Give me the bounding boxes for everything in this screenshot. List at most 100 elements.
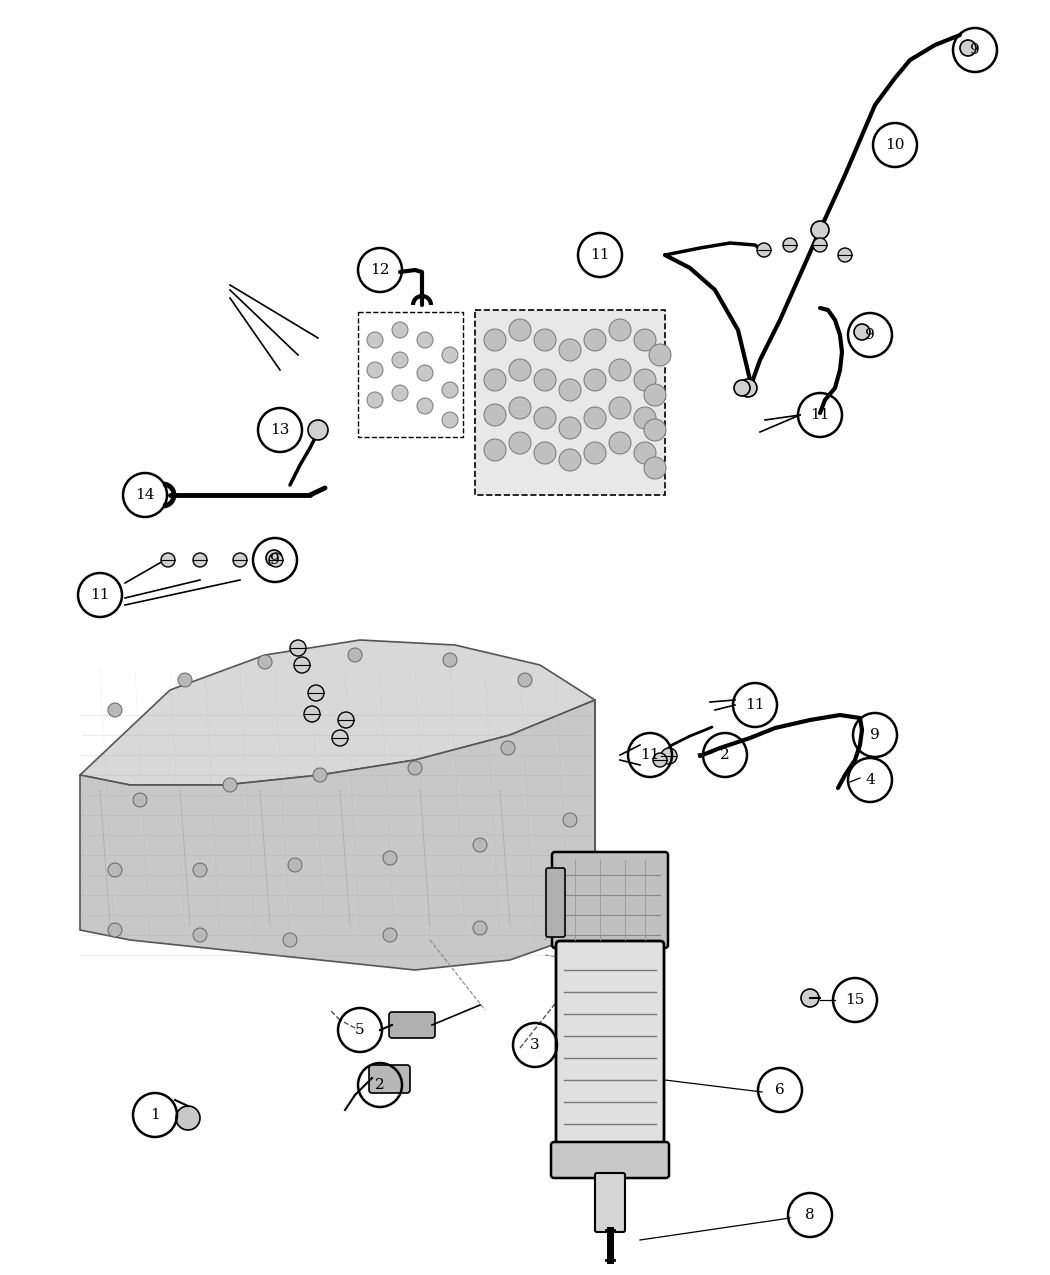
Circle shape xyxy=(644,456,666,479)
Text: 11: 11 xyxy=(640,748,659,762)
Circle shape xyxy=(443,653,457,667)
Circle shape xyxy=(442,382,458,398)
Circle shape xyxy=(176,1105,200,1130)
Circle shape xyxy=(559,449,581,470)
Circle shape xyxy=(193,553,207,567)
Text: 9: 9 xyxy=(865,328,875,342)
Circle shape xyxy=(609,397,631,419)
FancyBboxPatch shape xyxy=(388,1012,435,1038)
Circle shape xyxy=(368,332,383,348)
Circle shape xyxy=(223,778,237,792)
Circle shape xyxy=(108,863,122,877)
Circle shape xyxy=(509,397,531,419)
Text: 8: 8 xyxy=(805,1207,815,1221)
Circle shape xyxy=(559,379,581,402)
Circle shape xyxy=(417,332,433,348)
Circle shape xyxy=(442,412,458,428)
Circle shape xyxy=(662,748,677,764)
Circle shape xyxy=(288,858,302,872)
Circle shape xyxy=(563,813,578,827)
Text: 11: 11 xyxy=(746,697,764,711)
Circle shape xyxy=(284,933,297,947)
Circle shape xyxy=(739,379,757,397)
Circle shape xyxy=(304,706,320,722)
Circle shape xyxy=(734,380,750,397)
Circle shape xyxy=(644,419,666,441)
Circle shape xyxy=(854,324,870,340)
Circle shape xyxy=(609,360,631,381)
Text: 11: 11 xyxy=(90,588,110,602)
FancyBboxPatch shape xyxy=(556,941,664,1149)
Circle shape xyxy=(563,901,578,915)
Circle shape xyxy=(392,352,408,368)
Circle shape xyxy=(783,238,797,252)
Text: 14: 14 xyxy=(135,488,154,502)
Circle shape xyxy=(644,384,666,405)
Circle shape xyxy=(634,407,656,428)
Circle shape xyxy=(634,442,656,464)
FancyBboxPatch shape xyxy=(595,1173,625,1232)
Circle shape xyxy=(634,368,656,391)
Circle shape xyxy=(649,344,671,366)
Text: 12: 12 xyxy=(371,263,390,277)
Circle shape xyxy=(308,685,324,701)
Text: 13: 13 xyxy=(270,423,290,437)
Circle shape xyxy=(368,362,383,377)
Text: 9: 9 xyxy=(870,728,880,742)
Circle shape xyxy=(193,928,207,942)
Circle shape xyxy=(534,329,557,351)
Text: 5: 5 xyxy=(355,1023,364,1037)
Circle shape xyxy=(584,407,606,428)
Text: 15: 15 xyxy=(845,993,865,1007)
Circle shape xyxy=(484,368,506,391)
Circle shape xyxy=(609,319,631,340)
Bar xyxy=(475,310,665,495)
Circle shape xyxy=(108,703,122,717)
Circle shape xyxy=(233,553,247,567)
Circle shape xyxy=(484,404,506,426)
Text: 2: 2 xyxy=(375,1077,385,1091)
Circle shape xyxy=(161,553,175,567)
Circle shape xyxy=(559,417,581,439)
Circle shape xyxy=(417,365,433,381)
FancyBboxPatch shape xyxy=(552,852,668,949)
Text: 2: 2 xyxy=(720,748,730,762)
Circle shape xyxy=(308,419,328,440)
Circle shape xyxy=(178,673,192,687)
Text: 11: 11 xyxy=(590,249,610,261)
Circle shape xyxy=(484,439,506,462)
Circle shape xyxy=(634,329,656,351)
Circle shape xyxy=(838,249,852,261)
Circle shape xyxy=(811,221,830,238)
Circle shape xyxy=(313,768,327,782)
Circle shape xyxy=(332,731,348,746)
Circle shape xyxy=(408,761,422,775)
Polygon shape xyxy=(80,640,595,785)
Polygon shape xyxy=(80,700,595,970)
Text: 6: 6 xyxy=(775,1082,785,1096)
FancyBboxPatch shape xyxy=(369,1065,410,1093)
Circle shape xyxy=(559,339,581,361)
Circle shape xyxy=(518,673,532,687)
Circle shape xyxy=(133,793,147,807)
Circle shape xyxy=(509,319,531,340)
Text: 11: 11 xyxy=(811,408,830,422)
Circle shape xyxy=(269,553,284,567)
Circle shape xyxy=(960,40,977,56)
Text: 9: 9 xyxy=(970,43,980,57)
Circle shape xyxy=(472,921,487,935)
Circle shape xyxy=(609,432,631,454)
Circle shape xyxy=(484,329,506,351)
Circle shape xyxy=(757,244,771,258)
Circle shape xyxy=(813,238,827,252)
Text: 10: 10 xyxy=(885,138,905,152)
Circle shape xyxy=(653,754,667,768)
Circle shape xyxy=(584,329,606,351)
Circle shape xyxy=(383,928,397,942)
Circle shape xyxy=(338,711,354,728)
Text: 9: 9 xyxy=(270,553,280,567)
Circle shape xyxy=(442,347,458,363)
Circle shape xyxy=(258,655,272,669)
Circle shape xyxy=(534,407,557,428)
Circle shape xyxy=(193,863,207,877)
